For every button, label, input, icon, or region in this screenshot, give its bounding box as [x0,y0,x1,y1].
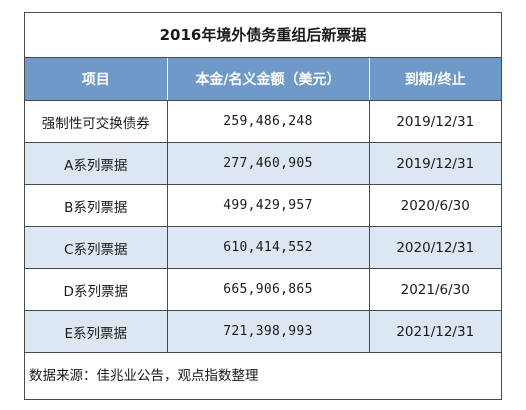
table-row: A系列票据 277,460,905 2019/12/31 [25,142,501,185]
table-row: B系列票据 499,429,957 2020/6/30 [25,184,501,227]
cell-amount: 259,486,248 [167,100,370,143]
table-row: D系列票据 665,906,865 2021/6/30 [25,268,501,311]
cell-maturity: 2021/12/31 [369,310,501,353]
header-row: 项目 本金/名义金额（美元） 到期/终止 [25,58,501,101]
cell-amount: 610,414,552 [167,226,370,269]
cell-item: D系列票据 [25,268,168,311]
cell-amount: 721,398,993 [167,310,370,353]
table-row: E系列票据 721,398,993 2021/12/31 [25,310,501,353]
cell-item: 强制性可交换债券 [25,100,168,143]
header-maturity: 到期/终止 [369,58,501,101]
table-title: 2016年境外债务重组后新票据 [25,13,501,58]
cell-item: C系列票据 [25,226,168,269]
cell-amount: 499,429,957 [167,184,370,227]
header-amount: 本金/名义金额（美元） [167,58,370,101]
bond-table: 项目 本金/名义金额（美元） 到期/终止 强制性可交换债券 259,486,24… [25,58,501,353]
cell-maturity: 2019/12/31 [369,142,501,185]
table-row: C系列票据 610,414,552 2020/12/31 [25,226,501,269]
cell-maturity: 2020/6/30 [369,184,501,227]
cell-item: A系列票据 [25,142,168,185]
table-row: 强制性可交换债券 259,486,248 2019/12/31 [25,100,501,143]
cell-item: E系列票据 [25,310,168,353]
cell-amount: 665,906,865 [167,268,370,311]
bond-table-container: 2016年境外债务重组后新票据 项目 本金/名义金额（美元） 到期/终止 强制性… [24,12,502,400]
cell-item: B系列票据 [25,184,168,227]
header-item: 项目 [25,58,168,101]
cell-maturity: 2020/12/31 [369,226,501,269]
cell-amount: 277,460,905 [167,142,370,185]
source-note: 数据来源：佳兆业公告，观点指数整理 [29,368,259,384]
cell-maturity: 2019/12/31 [369,100,501,143]
cell-maturity: 2021/6/30 [369,268,501,311]
